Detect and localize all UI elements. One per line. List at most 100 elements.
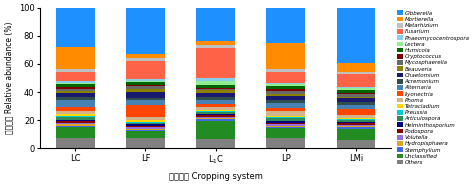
Bar: [56, 69, 95, 72]
Bar: [266, 127, 305, 128]
Bar: [56, 97, 95, 100]
Bar: [56, 83, 95, 84]
Bar: [196, 41, 235, 45]
Bar: [196, 110, 235, 111]
Bar: [337, 123, 375, 125]
Bar: [337, 126, 375, 127]
Bar: [196, 114, 235, 115]
Bar: [337, 63, 375, 72]
Bar: [56, 127, 95, 138]
Bar: [337, 140, 375, 148]
Bar: [196, 104, 235, 107]
Bar: [196, 121, 235, 139]
Bar: [337, 115, 375, 118]
Bar: [126, 79, 165, 81]
Bar: [337, 119, 375, 120]
Bar: [266, 72, 305, 83]
Bar: [126, 86, 165, 89]
Bar: [56, 93, 95, 97]
Bar: [126, 131, 165, 138]
Bar: [126, 89, 165, 92]
Bar: [337, 120, 375, 122]
Bar: [337, 88, 375, 90]
Bar: [56, 72, 95, 82]
Bar: [126, 129, 165, 130]
Bar: [266, 103, 305, 108]
Bar: [266, 128, 305, 138]
X-axis label: 种植制度 Cropping system: 种植制度 Cropping system: [169, 172, 263, 181]
Bar: [196, 90, 235, 93]
Bar: [196, 78, 235, 81]
Bar: [196, 93, 235, 97]
Bar: [337, 129, 375, 140]
Bar: [337, 102, 375, 105]
Bar: [56, 47, 95, 69]
Bar: [126, 122, 165, 123]
Bar: [266, 84, 305, 86]
Bar: [126, 123, 165, 124]
Bar: [126, 120, 165, 122]
Bar: [126, 98, 165, 100]
Bar: [126, 8, 165, 54]
Bar: [56, 125, 95, 127]
Bar: [196, 107, 235, 110]
Bar: [126, 117, 165, 120]
Bar: [56, 91, 95, 93]
Bar: [126, 61, 165, 79]
Bar: [266, 116, 305, 117]
Bar: [56, 107, 95, 111]
Bar: [266, 86, 305, 89]
Bar: [266, 125, 305, 127]
Bar: [126, 105, 165, 117]
Bar: [266, 117, 305, 118]
Bar: [56, 114, 95, 116]
Bar: [56, 138, 95, 148]
Bar: [196, 89, 235, 90]
Bar: [337, 8, 375, 63]
Bar: [266, 96, 305, 100]
Bar: [266, 43, 305, 69]
Bar: [196, 97, 235, 100]
Bar: [266, 83, 305, 84]
Bar: [126, 138, 165, 148]
Bar: [126, 124, 165, 126]
Bar: [196, 81, 235, 85]
Bar: [196, 111, 235, 112]
Bar: [126, 58, 165, 61]
Bar: [196, 100, 235, 104]
Bar: [337, 127, 375, 129]
Bar: [126, 92, 165, 98]
Bar: [56, 117, 95, 120]
Bar: [266, 138, 305, 148]
Bar: [56, 111, 95, 114]
Bar: [126, 81, 165, 82]
Bar: [56, 116, 95, 117]
Bar: [266, 111, 305, 116]
Legend: Gibberella, Mortierella, Metarhizium, Fusarium, Phaeomycocentrospora, Lectera, H: Gibberella, Mortierella, Metarhizium, Fu…: [397, 10, 470, 165]
Bar: [266, 124, 305, 125]
Bar: [266, 121, 305, 123]
Bar: [266, 94, 305, 96]
Bar: [196, 88, 235, 89]
Bar: [337, 98, 375, 102]
Bar: [126, 130, 165, 131]
Bar: [337, 125, 375, 126]
Bar: [56, 100, 95, 107]
Bar: [337, 122, 375, 123]
Bar: [56, 123, 95, 124]
Bar: [337, 75, 375, 87]
Bar: [56, 121, 95, 123]
Bar: [196, 117, 235, 118]
Bar: [56, 89, 95, 91]
Bar: [337, 87, 375, 88]
Bar: [266, 118, 305, 121]
Bar: [337, 90, 375, 92]
Bar: [337, 92, 375, 94]
Bar: [126, 100, 165, 105]
Bar: [56, 87, 95, 89]
Bar: [196, 85, 235, 88]
Bar: [337, 72, 375, 75]
Bar: [56, 120, 95, 121]
Bar: [56, 84, 95, 87]
Bar: [196, 118, 235, 119]
